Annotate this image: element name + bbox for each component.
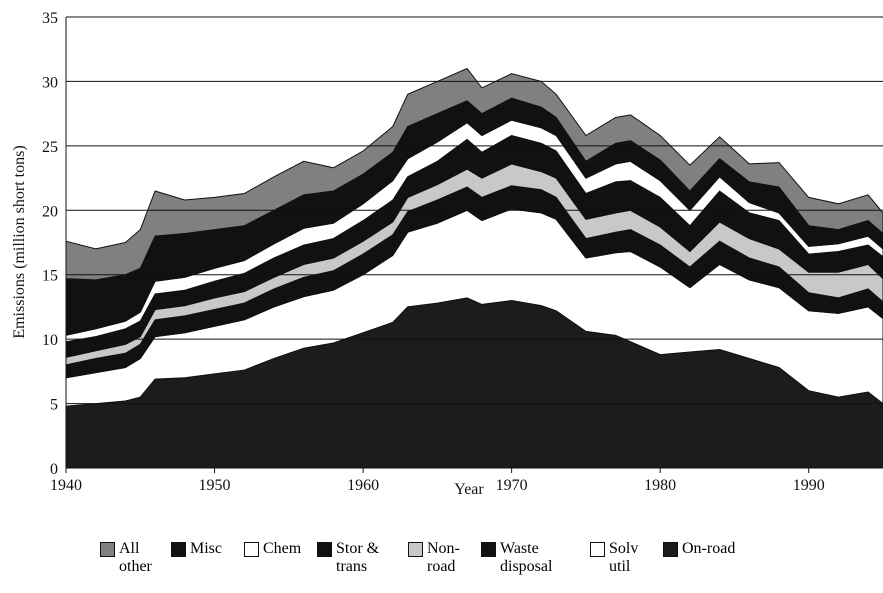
legend-item: All other bbox=[100, 540, 161, 576]
legend-swatch bbox=[408, 542, 423, 557]
x-tick-label: 1990 bbox=[793, 477, 825, 494]
x-tick-label: 1960 bbox=[347, 477, 379, 494]
x-tick-label: 1980 bbox=[644, 477, 676, 494]
legend-label: Waste disposal bbox=[500, 540, 553, 575]
legend-swatch bbox=[317, 542, 332, 557]
legend-label: On-road bbox=[682, 540, 736, 557]
legend-item: Waste disposal bbox=[481, 540, 580, 576]
legend-swatch bbox=[481, 542, 496, 557]
legend-label: Misc bbox=[190, 540, 222, 557]
legend-label: Chem bbox=[263, 540, 302, 557]
areas bbox=[65, 67, 883, 469]
x-axis-label: Year bbox=[454, 481, 484, 498]
y-tick-label: 35 bbox=[42, 10, 58, 27]
legend-item: Chem bbox=[244, 540, 307, 576]
legend-swatch bbox=[590, 542, 605, 557]
area bbox=[65, 67, 883, 281]
legend-swatch bbox=[171, 542, 186, 557]
y-axis-label: Emissions (million short tons) bbox=[11, 145, 28, 338]
x-tick-label: 1970 bbox=[496, 477, 528, 494]
y-tick-label: 30 bbox=[42, 74, 58, 91]
legend-label: Non-road bbox=[427, 540, 460, 575]
legend-swatch bbox=[100, 542, 115, 557]
legend-label: Stor & trans bbox=[336, 540, 380, 575]
legend-item: On-road bbox=[663, 540, 762, 576]
x-tick-label: 1940 bbox=[50, 477, 82, 494]
y-tick-label: 25 bbox=[42, 139, 58, 156]
legend-item: Non-road bbox=[408, 540, 471, 576]
legend-label: Solv util bbox=[609, 540, 639, 575]
y-tick-label: 15 bbox=[42, 268, 58, 285]
legend-item: Misc bbox=[171, 540, 234, 576]
y-tick-label: 10 bbox=[42, 332, 58, 349]
x-tick-label: 1950 bbox=[199, 477, 231, 494]
y-tick-label: 5 bbox=[50, 397, 58, 414]
legend-label: All other bbox=[119, 540, 152, 575]
chart: Year Emissions (million short tons) 0 5 10… bbox=[11, 10, 883, 498]
legend-swatch bbox=[244, 542, 259, 557]
legend-item: Solv util bbox=[590, 540, 653, 576]
legend: All other Misc Chem Stor & trans Non-road Was… bbox=[100, 540, 762, 576]
y-tick-label: 0 bbox=[50, 461, 58, 478]
y-tick-label: 20 bbox=[42, 203, 58, 220]
legend-item: Stor & trans bbox=[317, 540, 398, 576]
legend-swatch bbox=[663, 542, 678, 557]
